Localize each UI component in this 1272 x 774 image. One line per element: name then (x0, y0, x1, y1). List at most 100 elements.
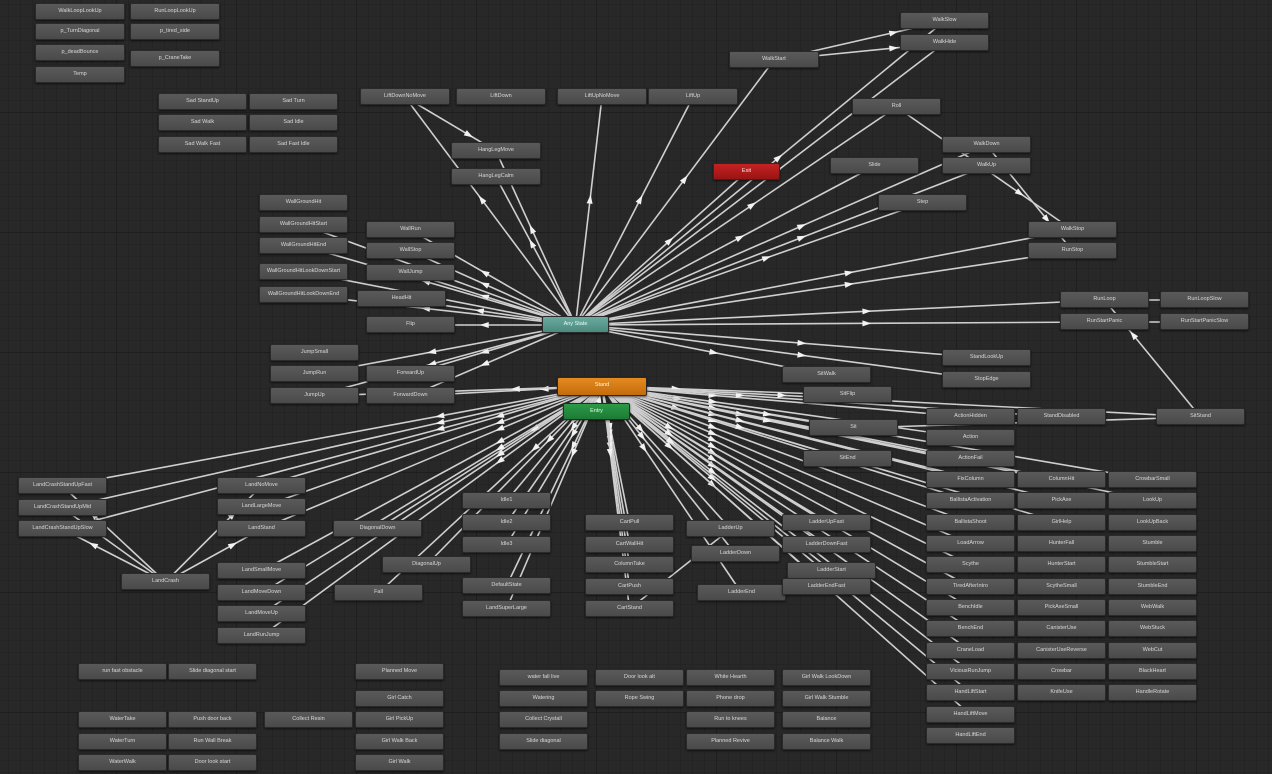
any-state-node[interactable]: Any State (542, 316, 609, 333)
state-node-stumbleend[interactable]: StumbleEnd (1108, 578, 1197, 595)
state-node-landcrashstandupslow[interactable]: LandCrashStandUpSlow (18, 520, 107, 537)
state-node-waterwalk[interactable]: WaterWalk (78, 754, 167, 771)
state-node-defaultstate[interactable]: DefaultState (462, 577, 551, 594)
state-node-walljump[interactable]: WallJump (366, 264, 455, 281)
state-node-idle1[interactable]: Idle1 (462, 492, 551, 509)
state-node-pickaxesmall[interactable]: PickAxeSmall (1017, 599, 1106, 616)
state-node-slide-diagonal[interactable]: Slide diagonal (499, 733, 588, 750)
state-node-craneload[interactable]: CraneLoad (926, 642, 1015, 659)
state-node-slide[interactable]: Slide (830, 157, 919, 174)
state-node-liftdown[interactable]: LiftDown (456, 88, 546, 105)
state-node-walkhide[interactable]: WalkHide (900, 34, 989, 51)
state-node-p-tired-side[interactable]: p_tired_side (130, 23, 220, 40)
state-node-wallgroundhitlookdownstart[interactable]: WallGroundHitLookDownStart (259, 263, 348, 280)
state-node-hunterfall[interactable]: HunterFall (1017, 535, 1106, 552)
state-node-jumprun[interactable]: JumpRun (270, 365, 359, 382)
state-node-actionfail[interactable]: ActionFail (926, 450, 1015, 467)
state-node-forwardup[interactable]: ForwardUp (366, 365, 455, 382)
state-node-ladderup[interactable]: LadderUp (686, 520, 775, 537)
state-node-ladderend[interactable]: LadderEnd (697, 584, 786, 601)
state-node-stumble[interactable]: Stumble (1108, 535, 1197, 552)
state-node-girl-walk-stumble[interactable]: Girl Walk Stumble (782, 690, 871, 707)
state-node-rope-swing[interactable]: Rope Swing (595, 690, 684, 707)
state-node-wallgroundhitend[interactable]: WallGroundHitEnd (259, 237, 348, 254)
state-node-landsmallmove[interactable]: LandSmallMove (217, 562, 306, 579)
state-node-idle2[interactable]: Idle2 (462, 514, 551, 531)
state-node-stopedge[interactable]: StopEdge (942, 371, 1031, 388)
state-node-action[interactable]: Action (926, 429, 1015, 446)
state-node-girl-walk-back[interactable]: Girl Walk Back (355, 733, 444, 750)
state-node-planned-revive[interactable]: Planned Revive (686, 733, 775, 750)
state-node-girl-walk-lookdown[interactable]: Girl Walk LookDown (782, 669, 871, 686)
state-node-sit[interactable]: Sit (809, 419, 898, 436)
state-node-run-wall-break[interactable]: Run Wall Break (168, 733, 257, 750)
state-node-handlerotate[interactable]: HandleRotate (1108, 684, 1197, 701)
state-node-p-deadbounce[interactable]: p_deadBounce (35, 44, 125, 61)
state-node-liftupnomove[interactable]: LiftUpNoMove (557, 88, 647, 105)
state-node-girl-walk[interactable]: Girl Walk (355, 754, 444, 771)
state-node-scythe[interactable]: Scythe (926, 556, 1015, 573)
state-node-landnomove[interactable]: LandNoMove (217, 477, 306, 494)
state-node-landrunjump[interactable]: LandRunJump (217, 627, 306, 644)
state-node-sad-turn[interactable]: Sad Turn (249, 93, 338, 110)
state-node-runstop[interactable]: RunStop (1028, 242, 1117, 259)
state-node-door-look-start[interactable]: Door look start (168, 754, 257, 771)
state-node-hanglegmove[interactable]: HangLegMove (451, 142, 541, 159)
state-node-viciousrunjump[interactable]: ViciousRunJump (926, 663, 1015, 680)
state-node-sad-standup[interactable]: Sad StandUp (158, 93, 247, 110)
state-node-blackheart[interactable]: BlackHeart (1108, 663, 1197, 680)
state-node-sitstand[interactable]: SitStand (1156, 408, 1245, 425)
state-node-white-hearth[interactable]: White Hearth (686, 669, 775, 686)
state-node-benchidle[interactable]: BenchIdle (926, 599, 1015, 616)
state-node-water-fall-live[interactable]: water fall live (499, 669, 588, 686)
state-node-sad-walk[interactable]: Sad Walk (158, 114, 247, 131)
state-node-ladderdown[interactable]: LadderDown (691, 545, 780, 562)
state-node-cartpush[interactable]: CartPush (585, 578, 674, 595)
state-node-knifeuse[interactable]: KnifeUse (1017, 684, 1106, 701)
state-node-diagonaldown[interactable]: DiagonalDown (333, 520, 422, 537)
state-node-planned-move[interactable]: Planned Move (355, 663, 444, 680)
state-node-runloopslow[interactable]: RunLoopSlow (1160, 291, 1249, 308)
state-node-walklooplookup[interactable]: WalkLoopLookUp (35, 3, 125, 20)
state-node-jumpsmall[interactable]: JumpSmall (270, 344, 359, 361)
state-node-wallgroundhitlookdownend[interactable]: WallGroundHitLookDownEnd (259, 286, 348, 303)
state-node-fall[interactable]: Fall (334, 584, 423, 601)
state-node-actionhidden[interactable]: ActionHidden (926, 408, 1015, 425)
state-node-loadarrow[interactable]: LoadArrow (926, 535, 1015, 552)
state-node-wallgroundhitstart[interactable]: WallGroundHitStart (259, 216, 348, 233)
state-node-landcrashstandupmid[interactable]: LandCrashStandUpMid (18, 499, 107, 516)
state-node-p-cranetake[interactable]: p_CraneTake (130, 50, 220, 67)
state-node-hanglegcalm[interactable]: HangLegCalm (451, 168, 541, 185)
state-node-flip[interactable]: Flip (366, 316, 455, 333)
state-node-lookup[interactable]: LookUp (1108, 492, 1197, 509)
state-node-hunterstart[interactable]: HunterStart (1017, 556, 1106, 573)
state-node-walkstop[interactable]: WalkStop (1028, 221, 1117, 238)
state-node-wallstop[interactable]: WallStop (366, 242, 455, 259)
state-node-headhit[interactable]: HeadHit (357, 290, 446, 307)
state-node-run-to-knees[interactable]: Run to knees (686, 711, 775, 728)
state-node-idle3[interactable]: Idle3 (462, 536, 551, 553)
state-node-balance-walk[interactable]: Balance Walk (782, 733, 871, 750)
state-node-landmoveup[interactable]: LandMoveUp (217, 605, 306, 622)
state-node-liftup[interactable]: LiftUp (648, 88, 738, 105)
state-node-pickaxe[interactable]: PickAxe (1017, 492, 1106, 509)
state-node-webstuck[interactable]: WebStuck (1108, 620, 1197, 637)
state-node-runstartpanicslow[interactable]: RunStartPanicSlow (1160, 313, 1249, 330)
state-node-canisterusereverse[interactable]: CanisterUseReverse (1017, 642, 1106, 659)
state-node-runloop[interactable]: RunLoop (1060, 291, 1149, 308)
state-node-columnhit[interactable]: ColumnHit (1017, 471, 1106, 488)
state-node-walkup[interactable]: WalkUp (942, 157, 1031, 174)
state-node-sad-walk-fast[interactable]: Sad Walk Fast (158, 136, 247, 153)
state-node-standlookup[interactable]: StandLookUp (942, 349, 1031, 366)
state-node-canisteruse[interactable]: CanisterUse (1017, 620, 1106, 637)
state-node-cartstand[interactable]: CartStand (585, 600, 674, 617)
state-node-landcrash[interactable]: LandCrash (121, 573, 210, 590)
state-node-tiredafterintro[interactable]: TiredAfterIntro (926, 578, 1015, 595)
state-node-handliftend[interactable]: HandLiftEnd (926, 727, 1015, 744)
state-node-sad-fast-idle[interactable]: Sad Fast Idle (249, 136, 338, 153)
state-node-girl-catch[interactable]: Girl Catch (355, 690, 444, 707)
state-node-walkdown[interactable]: WalkDown (942, 136, 1031, 153)
state-node-sitwalk[interactable]: SitWalk (782, 366, 871, 383)
state-node-crowbarsmall[interactable]: CrowbarSmall (1108, 471, 1197, 488)
